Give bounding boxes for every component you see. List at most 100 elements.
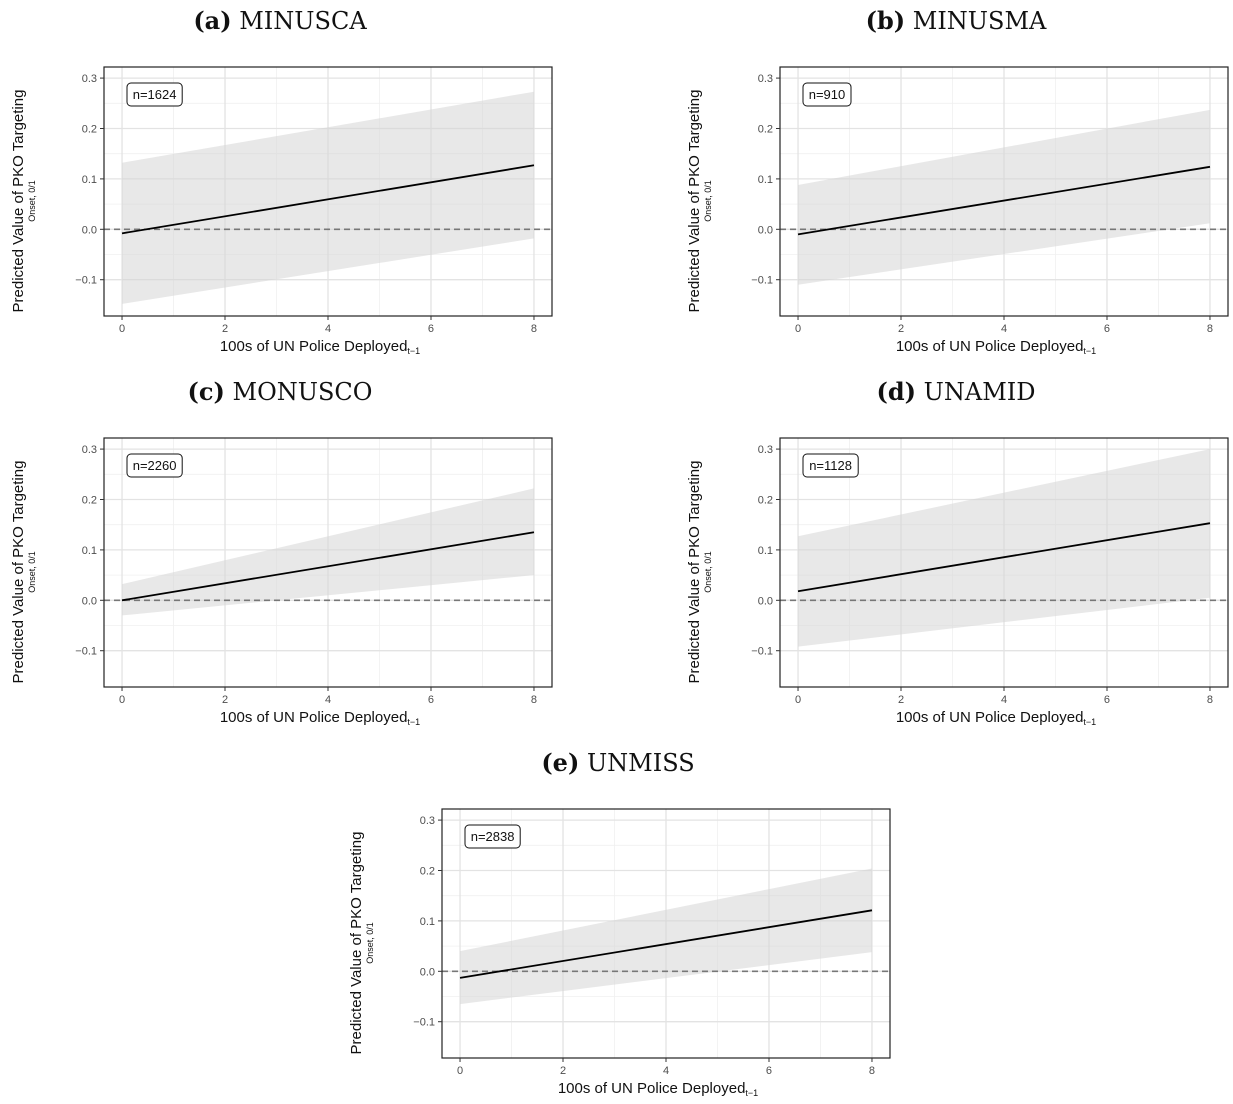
x-tick-label: 8 (869, 1065, 875, 1077)
x-tick-label: 4 (663, 1065, 669, 1077)
x-tick-label: 6 (1104, 323, 1110, 335)
x-tick-label: 2 (560, 1065, 566, 1077)
x-tick-label: 4 (325, 694, 331, 706)
x-axis-label: 100s of UN Police Deployedt−1 (92, 709, 548, 727)
x-axis-label-sub: t−1 (407, 346, 421, 356)
x-tick-label: 4 (1001, 323, 1007, 335)
y-tick-label: 0.2 (758, 123, 773, 135)
x-axis-label-sub: t−1 (1083, 717, 1097, 727)
x-tick-label: 0 (457, 1065, 463, 1077)
y-tick-label: −0.1 (413, 1017, 435, 1029)
panel-a: (a) MINUSCA Predicted Value of PKO Targe… (0, 0, 560, 360)
sample-size-label: n=1624 (133, 87, 177, 102)
panel-title: (a) MINUSCA (0, 6, 560, 35)
y-tick-label: 0.0 (82, 595, 97, 607)
x-axis-label-main: 100s of UN Police Deployed (895, 338, 1084, 355)
plot: 0 2 4 6 8 −0.1 0.0 0.1 0.2 0.3 n=2838 (413, 808, 891, 1077)
y-tick-label: 0.0 (758, 595, 773, 607)
panel-letter: (c) (187, 377, 225, 406)
y-tick-label: 0.3 (758, 73, 773, 85)
y-tick-label: 0.2 (82, 123, 97, 135)
panel-letter: (a) (193, 6, 232, 35)
y-tick-label: 0.1 (82, 174, 97, 186)
y-tick-label: 0.1 (82, 545, 97, 557)
x-tick-label: 2 (222, 694, 228, 706)
x-axis-label-main: 100s of UN Police Deployed (219, 709, 408, 726)
confidence-band (798, 109, 1210, 285)
y-tick-label: 0.1 (420, 916, 435, 928)
x-tick-label: 8 (1207, 694, 1213, 706)
x-axis-label: 100s of UN Police Deployedt−1 (92, 338, 548, 356)
x-tick-label: 6 (428, 694, 434, 706)
plot: 0 2 4 6 8 −0.1 0.0 0.1 0.2 0.3 n=910 (751, 66, 1229, 335)
panel-e: (e) UNMISS Predicted Value of PKO Target… (338, 742, 898, 1102)
y-tick-label: 0.0 (758, 224, 773, 236)
x-axis-label: 100s of UN Police Deployedt−1 (430, 1080, 886, 1098)
panel-c: (c) MONUSCO Predicted Value of PKO Targe… (0, 371, 560, 731)
y-tick-label: 0.3 (82, 444, 97, 456)
x-tick-label: 0 (795, 694, 801, 706)
x-tick-label: 2 (898, 323, 904, 335)
x-tick-label: 8 (1207, 323, 1213, 335)
sample-size-label: n=910 (809, 87, 846, 102)
x-axis-label-main: 100s of UN Police Deployed (219, 338, 408, 355)
sample-size-box (802, 82, 852, 107)
panel-title: (b) MINUSMA (676, 6, 1233, 35)
y-tick-label: 0.3 (82, 73, 97, 85)
y-tick-label: −0.1 (751, 646, 773, 658)
panel-letter: (e) (541, 748, 580, 777)
x-tick-label: 6 (766, 1065, 772, 1077)
x-axis-label: 100s of UN Police Deployedt−1 (768, 709, 1224, 727)
y-tick-label: 0.2 (758, 494, 773, 506)
sample-size-label: n=2260 (133, 458, 177, 473)
sample-size-label: n=2838 (471, 829, 515, 844)
y-tick-label: −0.1 (75, 646, 97, 658)
x-axis-label-sub: t−1 (407, 717, 421, 727)
prediction-line (459, 909, 873, 979)
x-tick-label: 2 (222, 323, 228, 335)
sample-size-box (126, 82, 183, 107)
panel-title: (d) UNAMID (676, 377, 1233, 406)
y-tick-label: 0.3 (420, 815, 435, 827)
y-tick-label: 0.2 (82, 494, 97, 506)
x-tick-label: 8 (531, 694, 537, 706)
y-tick-label: 0.2 (420, 865, 435, 877)
confidence-band (122, 91, 534, 304)
prediction-line (797, 522, 1211, 593)
panel-title: (e) UNMISS (338, 748, 898, 777)
x-tick-label: 0 (795, 323, 801, 335)
panel-d: (d) UNAMID Predicted Value of PKO Target… (676, 371, 1233, 731)
x-tick-label: 8 (531, 323, 537, 335)
sample-size-label: n=1128 (809, 458, 852, 473)
y-tick-label: 0.3 (758, 444, 773, 456)
y-tick-label: 0.1 (758, 174, 773, 186)
mission-name: UNMISS (586, 749, 695, 777)
plot: 0 2 4 6 8 −0.1 0.0 0.1 0.2 0.3 n=1624 (75, 66, 553, 335)
x-tick-label: 6 (1104, 694, 1110, 706)
confidence-band (798, 449, 1210, 647)
confidence-band (460, 868, 872, 1005)
panel-letter: (d) (876, 377, 917, 406)
mission-name: UNAMID (923, 378, 1036, 406)
panel-title: (c) MONUSCO (0, 377, 560, 406)
mission-name: MINUSCA (239, 7, 367, 35)
y-tick-label: 0.1 (758, 545, 773, 557)
x-axis-label-sub: t−1 (745, 1088, 759, 1098)
y-tick-label: −0.1 (75, 275, 97, 287)
x-tick-label: 4 (325, 323, 331, 335)
y-tick-label: −0.1 (751, 275, 773, 287)
plot: 0 2 4 6 8 −0.1 0.0 0.1 0.2 0.3 n=1128 (751, 437, 1229, 706)
x-axis-label-main: 100s of UN Police Deployed (557, 1080, 746, 1097)
mission-name: MONUSCO (232, 378, 373, 406)
x-tick-label: 2 (898, 694, 904, 706)
plot: 0 2 4 6 8 −0.1 0.0 0.1 0.2 0.3 n=2260 (75, 437, 553, 706)
sample-size-box (802, 453, 859, 478)
x-tick-label: 0 (119, 323, 125, 335)
sample-size-box (126, 453, 183, 478)
x-axis-label-sub: t−1 (1083, 346, 1097, 356)
mission-name: MINUSMA (912, 7, 1047, 35)
panel-b: (b) MINUSMA Predicted Value of PKO Targe… (676, 0, 1233, 360)
y-tick-label: 0.0 (82, 224, 97, 236)
x-axis-label: 100s of UN Police Deployedt−1 (768, 338, 1224, 356)
x-tick-label: 6 (428, 323, 434, 335)
